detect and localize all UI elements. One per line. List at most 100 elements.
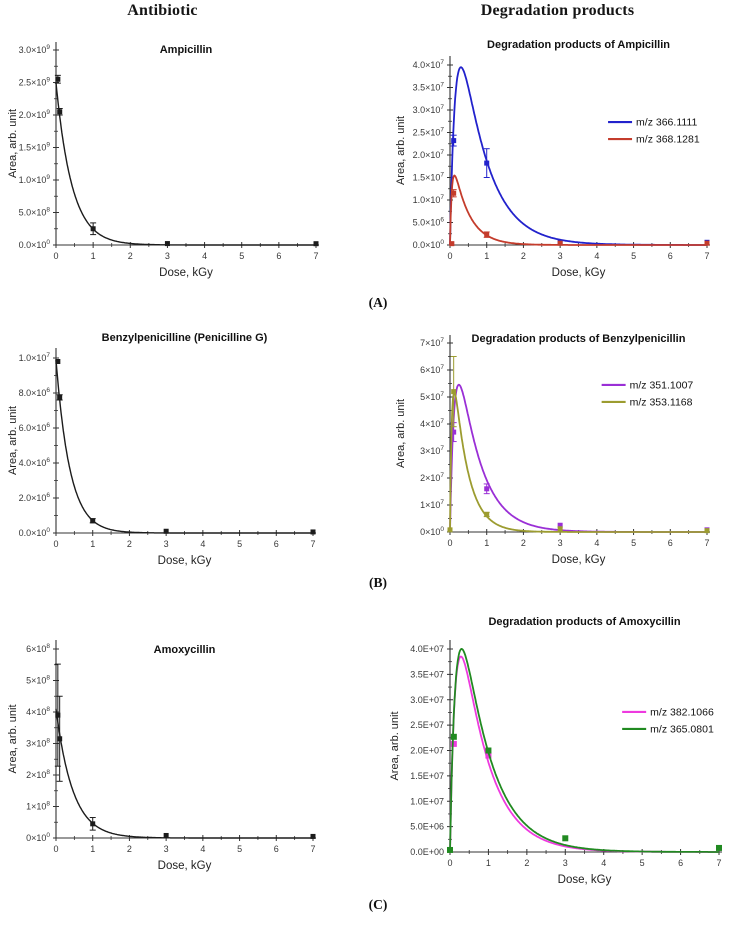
y-tick-label: 4.0×106 <box>19 457 51 468</box>
chart-title: Degradation products of Ampicillin <box>487 39 670 51</box>
x-tick-label: 7 <box>313 251 318 261</box>
y-tick-label: 3.5×107 <box>413 82 445 93</box>
y-axis-label: Area, arb. unit <box>8 406 19 475</box>
y-tick-label: 0×100 <box>420 526 444 537</box>
y-tick-label: 3.0×109 <box>19 44 51 55</box>
data-point <box>163 832 169 838</box>
chart-title: Amoxycillin <box>154 644 216 656</box>
data-point <box>450 733 457 740</box>
data-point <box>484 232 490 238</box>
data-point <box>164 241 170 247</box>
y-axis-label: Area, arb. unit <box>395 399 407 468</box>
x-tick-label: 0 <box>447 858 452 868</box>
data-point <box>57 394 63 400</box>
chart-title: Degradation products of Amoxycillin <box>488 616 680 628</box>
y-axis-label: Area, arb. unit <box>389 711 401 780</box>
data-point <box>163 528 169 534</box>
x-tick-label: 1 <box>90 539 95 549</box>
x-axis-label: Dose, kGy <box>158 860 212 872</box>
y-tick-label: 1×107 <box>420 499 444 510</box>
data-point <box>55 712 61 718</box>
y-tick-label: 2.5E+07 <box>410 720 444 730</box>
x-tick-label: 6 <box>668 538 673 548</box>
chart-degradation-benzylpenicillin: 0×100 1×107 2×107 3×107 4×107 5×107 6×107 7×107… <box>372 322 724 579</box>
x-tick-label: 0 <box>447 251 452 261</box>
data-point <box>451 429 457 435</box>
data-point <box>562 835 569 842</box>
data-point <box>447 846 453 853</box>
data-point <box>451 190 457 196</box>
y-tick-label: 1×108 <box>26 801 50 812</box>
y-tick-label: 4×107 <box>420 418 444 429</box>
y-tick-label: 4.0×107 <box>413 59 445 70</box>
data-point <box>55 76 61 82</box>
x-tick-label: 3 <box>558 538 563 548</box>
data-point <box>557 240 563 246</box>
x-tick-label: 1 <box>486 858 491 868</box>
legend-label: m/z 368.1281 <box>636 134 700 146</box>
x-tick-label: 6 <box>276 251 281 261</box>
data-point <box>484 160 490 166</box>
y-tick-label: 1.0×109 <box>19 174 51 185</box>
y-tick-label: 5×107 <box>420 391 444 402</box>
axes <box>55 42 319 246</box>
axes <box>449 56 710 246</box>
x-tick-label: 3 <box>164 844 169 854</box>
x-tick-label: 6 <box>668 251 673 261</box>
y-tick-label: 2×107 <box>420 472 444 483</box>
y-tick-label: 2.5×109 <box>19 77 51 88</box>
x-tick-label: 7 <box>310 844 315 854</box>
panel-label-b: (B) <box>369 575 387 590</box>
legend-label: m/z 351.1007 <box>630 379 694 391</box>
y-tick-label: 2.0E+07 <box>410 746 444 756</box>
curve <box>55 359 313 534</box>
x-tick-label: 3 <box>164 539 169 549</box>
y-axis-label: Area, arb. unit <box>8 704 19 773</box>
data-point <box>90 821 96 827</box>
axes <box>449 640 722 853</box>
chart-title: Benzylpenicilline (Penicilline G) <box>102 332 268 344</box>
y-tick-label: 1.5×107 <box>413 172 445 183</box>
y-tick-label: 5.0×108 <box>19 207 51 218</box>
x-axis-label: Dose, kGy <box>158 555 212 567</box>
y-tick-label: 1.5E+07 <box>410 771 444 781</box>
y-tick-label: 6×107 <box>420 364 444 375</box>
y-tick-label: 0×100 <box>26 832 50 843</box>
data-point <box>485 752 492 759</box>
x-tick-label: 5 <box>237 539 242 549</box>
x-tick-label: 4 <box>200 844 205 854</box>
y-tick-label: 1.5×109 <box>19 142 51 153</box>
x-tick-label: 4 <box>202 251 207 261</box>
x-tick-label: 6 <box>678 858 683 868</box>
data-point <box>90 518 96 524</box>
axes <box>55 640 316 839</box>
data-point <box>449 241 455 247</box>
y-tick-label: 8.0×106 <box>19 387 51 398</box>
chart-amoxycillin: 0×100 1×108 2×108 3×108 4×108 5×108 6×108 0 1 2 3 4… <box>7 600 348 880</box>
curve <box>449 648 720 853</box>
y-tick-label: 5.0E+06 <box>410 822 444 832</box>
x-tick-label: 3 <box>563 858 568 868</box>
data-point <box>484 511 490 517</box>
x-tick-label: 5 <box>239 251 244 261</box>
y-tick-label: 4×108 <box>26 706 50 717</box>
y-tick-label: 0.0×100 <box>413 239 445 250</box>
y-tick-label: 2.0×106 <box>19 492 51 503</box>
y-tick-label: 0.0×100 <box>19 527 51 538</box>
y-tick-label: 1.0×107 <box>19 352 51 363</box>
data-point <box>451 389 457 395</box>
x-tick-label: 4 <box>594 538 599 548</box>
x-tick-label: 5 <box>237 844 242 854</box>
panel-label-a: (A) <box>368 295 388 310</box>
y-tick-label: 2.0×109 <box>19 109 51 120</box>
legend-label: m/z 365.0801 <box>650 723 714 735</box>
data-point <box>447 527 453 533</box>
curve <box>449 66 708 246</box>
x-tick-label: 0 <box>53 844 58 854</box>
data-point <box>57 736 63 742</box>
y-tick-label: 5×108 <box>26 675 50 686</box>
chart-title: Degradation products of Benzylpenicillin <box>472 333 686 345</box>
y-tick-label: 2.0×107 <box>413 149 445 160</box>
chart-benzylpenicilline-canvas: 0.0×100 2.0×106 4.0×106 6.0×106 8.0×106 1.0×1… <box>7 332 316 567</box>
